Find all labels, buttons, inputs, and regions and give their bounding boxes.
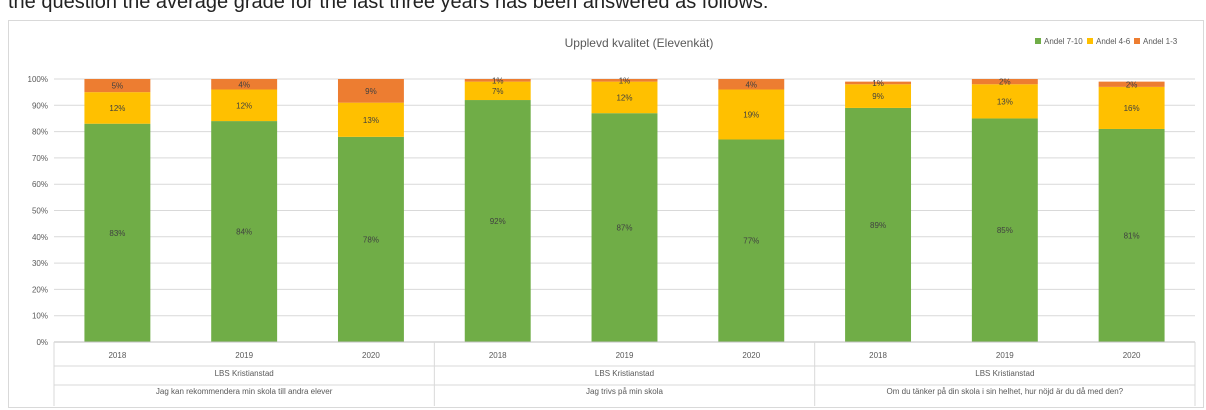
data-label: 9% <box>872 92 884 101</box>
x-tick-label: 2018 <box>869 351 887 360</box>
data-label: 2% <box>1126 80 1138 89</box>
bar-segment <box>337 79 404 103</box>
x-tick-label: 2018 <box>489 351 507 360</box>
x-tick-label: 2019 <box>616 351 634 360</box>
top-text: the question the average grade for the l… <box>8 0 769 13</box>
legend-label: Andel 4-6 <box>1096 37 1131 46</box>
x-tick-label: 2018 <box>108 351 126 360</box>
group-school-label: LBS Kristianstad <box>595 369 654 378</box>
data-label: 12% <box>236 101 252 110</box>
data-label: 78% <box>363 235 379 244</box>
data-label: 16% <box>1124 104 1140 113</box>
bar-segment <box>591 113 658 342</box>
bar-segment <box>1098 128 1165 342</box>
bar-segment <box>845 81 912 85</box>
legend-swatch <box>1087 38 1093 44</box>
x-tick-label: 2020 <box>362 351 380 360</box>
x-tick-label: 2019 <box>235 351 253 360</box>
data-label: 1% <box>492 76 504 85</box>
bar-segment <box>971 79 1038 85</box>
group-question-label: Jag trivs på min skola <box>586 387 663 396</box>
bar-segment <box>464 100 531 342</box>
data-label: 1% <box>619 76 631 85</box>
data-label: 13% <box>997 97 1013 106</box>
y-tick-label: 10% <box>32 312 48 321</box>
data-label: 87% <box>616 224 632 233</box>
chart: Upplevd kvalitet (Elevenkät) 0% 10% 20% 30%… <box>28 36 1196 406</box>
bar-segment <box>337 136 404 342</box>
bar-segment <box>211 89 278 122</box>
data-label: 81% <box>1124 231 1140 240</box>
y-tick-label: 50% <box>32 207 48 216</box>
bar-segment <box>84 92 151 124</box>
data-label: 9% <box>365 87 377 96</box>
y-tick-label: 80% <box>32 128 48 137</box>
y-tick-label: 70% <box>32 154 48 163</box>
x-tick-label: 2019 <box>996 351 1014 360</box>
data-label: 7% <box>492 87 504 96</box>
x-tick-label: 2020 <box>742 351 760 360</box>
bar-segment <box>211 121 278 342</box>
bar-segment <box>718 79 785 90</box>
chart-title: Upplevd kvalitet (Elevenkät) <box>565 36 714 50</box>
data-label: 12% <box>109 104 125 113</box>
y-tick-label: 0% <box>36 338 48 347</box>
data-label: 89% <box>870 221 886 230</box>
data-label: 85% <box>997 226 1013 235</box>
data-label: 4% <box>238 80 250 89</box>
y-tick-label: 40% <box>32 233 48 242</box>
bar-segment <box>1098 86 1165 129</box>
chart-frame: Upplevd kvalitet (Elevenkät) 0% 10% 20% 30%… <box>8 20 1204 408</box>
bar-segment <box>337 102 404 137</box>
bar-segment <box>971 118 1038 342</box>
data-label: 92% <box>490 217 506 226</box>
y-tick-label: 20% <box>32 285 48 294</box>
bar-segment <box>211 79 278 90</box>
bar-segment <box>591 81 658 114</box>
legend-swatch <box>1035 38 1041 44</box>
top-text-strip: the question the average grade for the l… <box>0 0 1206 20</box>
bar-segment <box>464 81 531 101</box>
data-label: 2% <box>999 78 1011 87</box>
bar-segment <box>464 79 531 82</box>
legend-label: Andel 1-3 <box>1143 37 1178 46</box>
group-question-label: Om du tänker på din skola i sin helhet, … <box>887 387 1124 396</box>
y-tick-label: 60% <box>32 180 48 189</box>
bar-segment <box>591 79 658 82</box>
data-label: 13% <box>363 116 379 125</box>
group-question-label: Jag kan rekommendera min skola till andr… <box>156 387 333 396</box>
bar-segment <box>1098 81 1165 87</box>
bar-segment <box>84 123 151 343</box>
data-label: 5% <box>112 82 124 91</box>
bar-segment <box>718 139 785 342</box>
data-label: 83% <box>109 229 125 238</box>
group-school-label: LBS Kristianstad <box>975 369 1034 378</box>
data-label: 84% <box>236 228 252 237</box>
data-label: 12% <box>616 93 632 102</box>
bar-segment <box>971 84 1038 119</box>
legend-label: Andel 7-10 <box>1044 37 1083 46</box>
bar-segment <box>845 107 912 343</box>
x-tick-label: 2020 <box>1123 351 1141 360</box>
bar-segment <box>84 79 151 93</box>
y-tick-label: 30% <box>32 259 48 268</box>
data-label: 19% <box>743 111 759 120</box>
bar-segment <box>718 89 785 140</box>
group-school-label: LBS Kristianstad <box>215 369 274 378</box>
data-label: 4% <box>745 80 757 89</box>
data-label: 77% <box>743 237 759 246</box>
y-tick-label: 100% <box>28 75 48 84</box>
data-label: 1% <box>872 79 884 88</box>
legend-swatch <box>1134 38 1140 44</box>
y-tick-label: 90% <box>32 101 48 110</box>
bar-segment <box>845 84 912 108</box>
